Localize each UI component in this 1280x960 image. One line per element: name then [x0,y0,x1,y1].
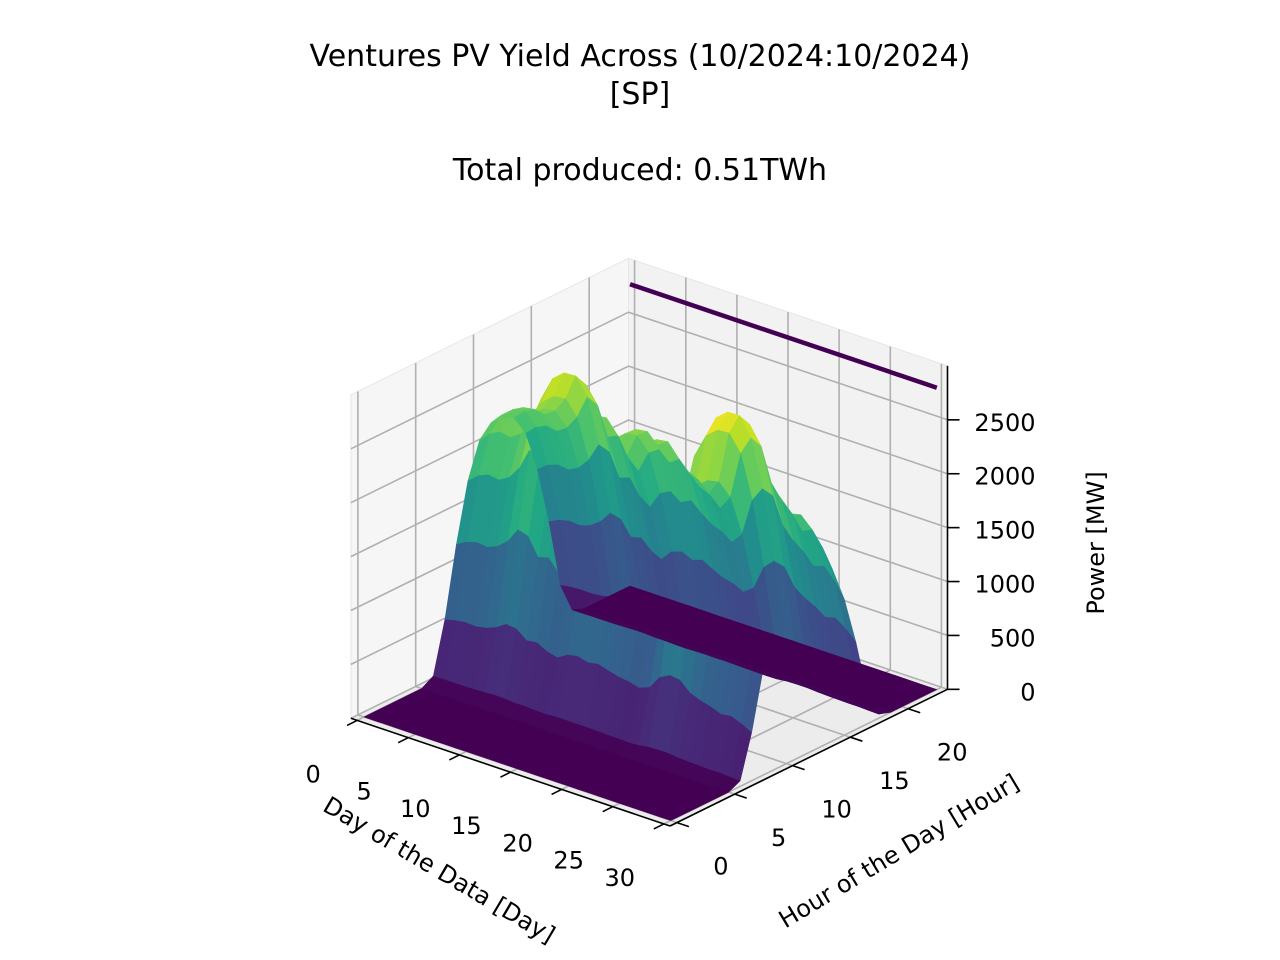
overlay-line [629,282,938,390]
x-tick-label: 25 [553,847,584,875]
grid-line-z [350,419,948,558]
grid-line-z [350,311,948,450]
z-tick-label: 2500 [974,409,1035,437]
x-tick-label: 10 [400,795,431,823]
x-tick-mark [346,719,358,727]
x-axis-label: Day of the Data [Day] [318,791,560,949]
x-tick-mark [602,805,614,813]
z-tick-label: 0 [1020,678,1035,706]
surface-mesh [363,372,938,821]
x-tick-mark [653,823,665,830]
chart-title-block: Ventures PV Yield Across (10/2024:10/202… [0,38,1280,190]
constant-line [629,282,938,390]
grid-line-z [350,365,948,504]
z-tick-label: 1000 [974,571,1035,599]
x-tick-label: 20 [502,829,533,857]
z-tick-label: 2000 [974,463,1035,491]
y-tick-label: 5 [771,824,786,852]
y-tick-label: 0 [713,853,728,881]
axis-lines [346,365,960,830]
y-tick-mark [734,793,747,799]
x-tick-label: 30 [605,864,636,892]
x-tick-mark [500,771,511,778]
y-tick-mark [907,707,921,714]
chart-subtitle: Total produced: 0.51TWh [452,153,828,188]
x-tick-label: 5 [357,778,372,806]
y-tick-mark [792,764,805,771]
y-tick-label: 15 [879,767,910,795]
x-tick-label: 0 [305,760,320,788]
chart-title-line2: [SP] [609,77,671,112]
x-tick-label: 15 [451,812,482,840]
y-tick-mark [676,821,690,828]
y-tick-mark [850,736,863,742]
x-tick-mark [397,736,409,744]
surface-face [618,585,641,596]
y-tick-label: 20 [937,739,968,767]
y-axis-line [669,688,948,827]
x-tick-mark [448,754,460,761]
chart-title: Ventures PV Yield Across (10/2024:10/202… [309,39,971,74]
y-tick-label: 10 [821,796,852,824]
z-tick-label: 500 [990,624,1036,652]
x-axis-line [350,717,671,827]
x-tick-mark [551,788,562,796]
tick-labels: 0 5 10 15 20 25 30 0 5 10 15 20 0 500 1000 1500 2000 2500 [305,409,1035,892]
z-tick-label: 1500 [974,517,1035,545]
z-axis-label: Power [MW] [1082,471,1110,614]
